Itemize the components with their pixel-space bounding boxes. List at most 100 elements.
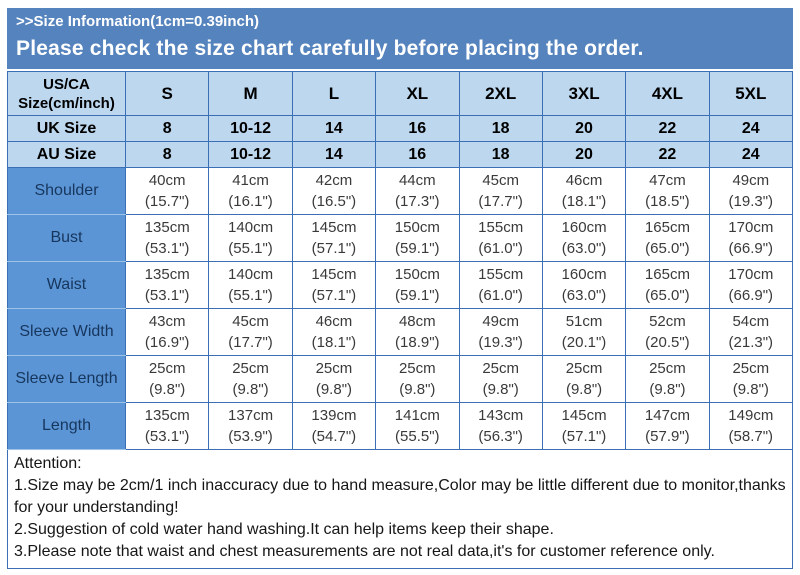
size-value-cell: 20 [541,115,627,142]
banner: >>Size Information(1cm=0.39inch) Please … [7,8,793,69]
measurement-cell: 46cm (18.1") [541,167,627,215]
measurement-cm: 135cm [144,266,190,283]
measurement-cm: 147cm [644,407,690,424]
measurement-cm: 135cm [144,407,190,424]
measurement-cell: 25cm (9.8") [458,355,543,403]
measurement-inch: (66.9") [728,240,774,257]
measurement-cm: 49cm [732,172,770,189]
measurement-inch: (17.7") [478,193,523,210]
measurement-cell: 140cm (55.1") [208,261,293,309]
measurement-cm: 52cm [649,313,686,330]
measurement-cm: 141cm [394,407,440,424]
measurement-inch: (19.3") [478,334,523,351]
table-row-waist: Waist 135cm (53.1") 140cm (55.1") 145cm (57.1"… [7,261,794,309]
row-label: Sleeve Length [7,355,126,403]
measurement-cell: 160cm (63.0") [541,214,627,262]
measurement-cm: 45cm [232,313,269,330]
measurement-inch: (18.1") [561,193,607,210]
measurement-inch: (53.1") [144,287,190,304]
measurement-cm: 149cm [728,407,774,424]
measurement-cm: 150cm [394,219,440,236]
measurement-cell: 40cm (15.7") [124,167,210,215]
corner-cell: US/CA Size(cm/inch) [7,71,126,116]
measurement-inch: (16.5") [311,193,357,210]
measurement-cm: 40cm [148,172,186,189]
measurement-inch: (59.1") [395,240,440,257]
size-value-cell: 20 [541,141,627,168]
measurement-inch: (55.5") [395,428,440,445]
size-header-3xl: 3XL [541,71,627,116]
measurement-inch: (17.3") [395,193,440,210]
measurement-cell: 45cm (17.7") [458,167,543,215]
size-value-cell: 16 [375,115,460,142]
measurement-cm: 46cm [565,172,603,189]
measurement-cm: 145cm [561,407,607,424]
measurement-cell: 49cm (19.3") [458,308,543,356]
measurement-cm: 160cm [561,266,607,283]
measurement-cell: 44cm (17.3") [375,167,460,215]
measurement-cell: 155cm (61.0") [458,261,543,309]
measurement-cell: 25cm (9.8") [708,355,794,403]
row-label: Length [7,402,126,450]
measurement-cell: 141cm (55.5") [375,402,460,450]
measurement-cell: 170cm (66.9") [708,214,794,262]
measurement-cell: 149cm (58.7") [708,402,794,450]
measurement-cm: 140cm [228,219,274,236]
measurement-inch: (54.7") [311,428,357,445]
table-row-au-size: AU Size 8 10-12 14 16 18 20 22 24 [7,141,794,168]
measurement-inch: (18.9") [395,334,440,351]
attention-section: Attention: 1.Size may be 2cm/1 inch inac… [7,450,793,569]
measurement-cm: 25cm [732,360,770,377]
measurement-inch: (59.1") [395,287,440,304]
measurement-cm: 155cm [478,219,524,236]
measurement-inch: (9.8") [232,381,269,398]
measurement-inch: (16.9") [144,334,190,351]
measurement-cell: 54cm (21.3") [708,308,794,356]
measurement-cell: 150cm (59.1") [375,214,460,262]
measurement-cm: 42cm [315,172,353,189]
measurement-inch: (61.0") [478,240,523,257]
measurement-cm: 137cm [228,407,274,424]
measurement-inch: (53.9") [228,428,273,445]
attention-title: Attention: [14,455,82,472]
measurement-inch: (66.9") [728,287,774,304]
table-row-bust: Bust 135cm (53.1") 140cm (55.1") 145cm (57.1")… [7,214,794,262]
measurement-cm: 25cm [232,360,269,377]
measurement-cell: 25cm (9.8") [541,355,627,403]
row-label: UK Size [7,115,126,142]
size-value-cell: 10-12 [208,141,293,168]
measurement-cell: 47cm (18.5") [625,167,710,215]
measurement-inch: (9.8") [565,381,603,398]
measurement-cm: 25cm [315,360,353,377]
measurement-cell: 48cm (18.9") [375,308,460,356]
measurement-cm: 135cm [144,219,190,236]
measurement-inch: (58.7") [728,428,774,445]
measurement-cell: 165cm (65.0") [625,261,710,309]
measurement-cell: 140cm (55.1") [208,214,293,262]
measurement-inch: (63.0") [561,240,607,257]
measurement-cell: 170cm (66.9") [708,261,794,309]
measurement-inch: (53.1") [144,240,190,257]
size-header-2xl: 2XL [458,71,543,116]
measurement-inch: (18.1") [311,334,357,351]
measurement-cm: 25cm [649,360,686,377]
measurement-cell: 135cm (53.1") [124,402,210,450]
measurement-cell: 135cm (53.1") [124,214,210,262]
size-header-l: L [291,71,377,116]
size-header-s: S [124,71,210,116]
measurement-cm: 165cm [644,219,690,236]
measurement-cm: 25cm [565,360,603,377]
measurement-inch: (57.1") [311,287,357,304]
measurement-cell: 145cm (57.1") [541,402,627,450]
row-label: AU Size [7,141,126,168]
measurement-cell: 160cm (63.0") [541,261,627,309]
size-value-cell: 8 [124,115,210,142]
measurement-inch: (9.8") [649,381,686,398]
row-label: Bust [7,214,126,262]
measurement-cell: 45cm (17.7") [208,308,293,356]
measurement-cm: 165cm [644,266,690,283]
measurement-cell: 42cm (16.5") [291,167,377,215]
measurement-cm: 54cm [732,313,770,330]
measurement-inch: (21.3") [728,334,774,351]
